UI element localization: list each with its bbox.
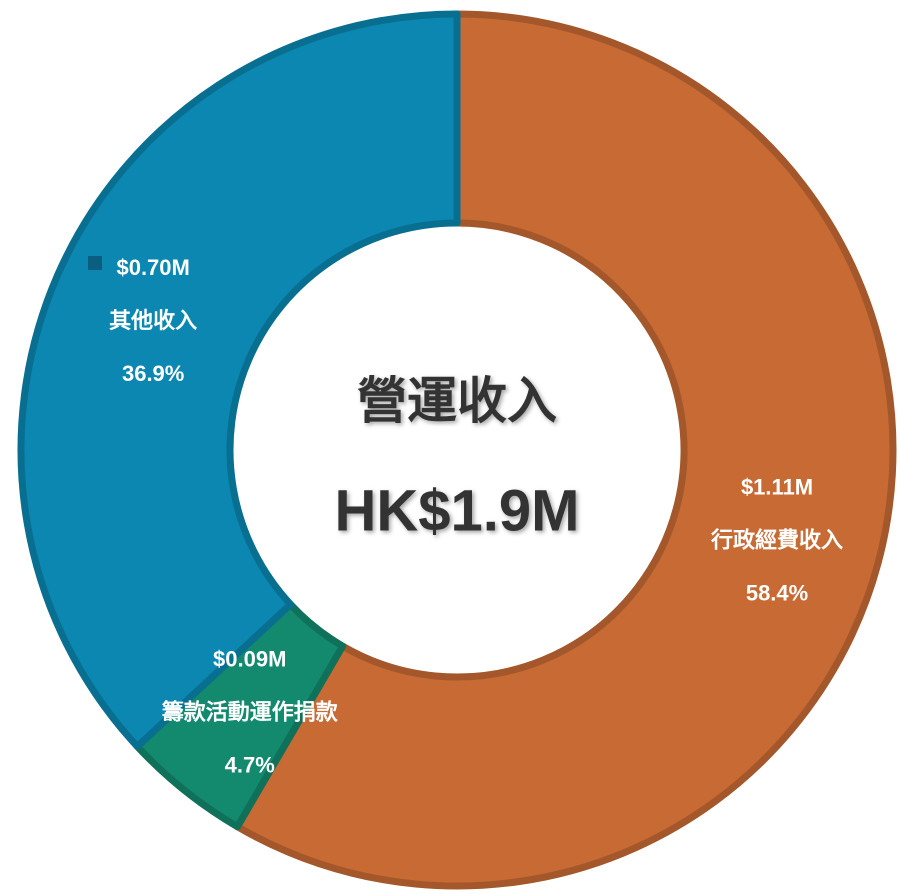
donut-segment [17, 10, 461, 750]
value-label: 4.7% [225, 753, 275, 778]
chart-title: 營運收入 [357, 373, 557, 429]
legend-marker [88, 256, 102, 270]
category-label: 其他收入 [109, 308, 197, 333]
category-label: 籌款活動運作捐款 [162, 700, 339, 725]
amount-label: $0.09M [213, 647, 286, 672]
donut-segment [233, 10, 897, 890]
value-label: 58.4% [746, 580, 808, 605]
amount-label: $0.70M [116, 255, 189, 280]
donut [17, 10, 897, 890]
category-label: 行政經費收入 [710, 527, 843, 552]
chart-subtitle: HK$1.9M [335, 478, 580, 543]
amount-label: $1.11M [741, 474, 813, 499]
labels: $1.11M 行政經費收入 58.4% $0.09M 籌款活動運作捐款 4.7% $0.70… [109, 255, 843, 777]
value-label: 36.9% [122, 361, 184, 386]
